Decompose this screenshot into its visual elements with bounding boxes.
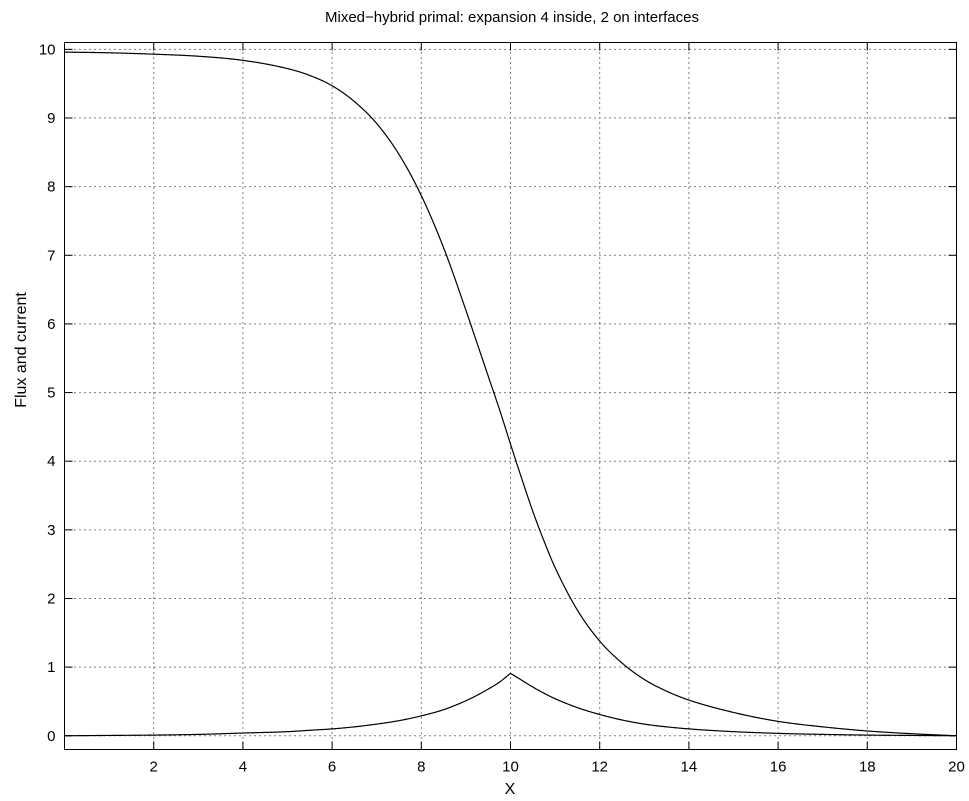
chart-title: Mixed−hybrid primal: expansion 4 inside,…: [325, 9, 699, 26]
x-tick-label: 10: [502, 759, 519, 776]
series-line-1: [64, 51, 957, 737]
y-tick-label: 1: [47, 659, 55, 676]
y-tick-label: 2: [47, 590, 55, 607]
x-tick-label: 6: [328, 759, 336, 776]
x-tick-label: 16: [770, 759, 787, 776]
series-group: [64, 51, 957, 737]
y-tick-label: 7: [47, 247, 55, 264]
y-tick-label: 9: [47, 110, 55, 127]
y-axis-label: Flux and current: [13, 292, 30, 408]
y-tick-label: 4: [47, 453, 55, 470]
x-tick-label: 18: [859, 759, 876, 776]
x-tick-label: 4: [239, 759, 247, 776]
y-tick-label: 6: [47, 316, 55, 333]
x-tick-label: 2: [150, 759, 158, 776]
x-tick-label: 8: [417, 759, 425, 776]
y-tick-label: 10: [39, 41, 56, 58]
x-axis-label: X: [505, 781, 516, 798]
y-tick-label: 5: [47, 385, 55, 402]
y-tick-label: 0: [47, 728, 55, 745]
x-tick-label: 20: [948, 759, 965, 776]
y-tick-label: 3: [47, 522, 55, 539]
series-line-2: [64, 672, 957, 737]
y-tick-label: 8: [47, 179, 55, 196]
x-tick-label: 14: [681, 759, 698, 776]
x-tick-label: 12: [591, 759, 608, 776]
